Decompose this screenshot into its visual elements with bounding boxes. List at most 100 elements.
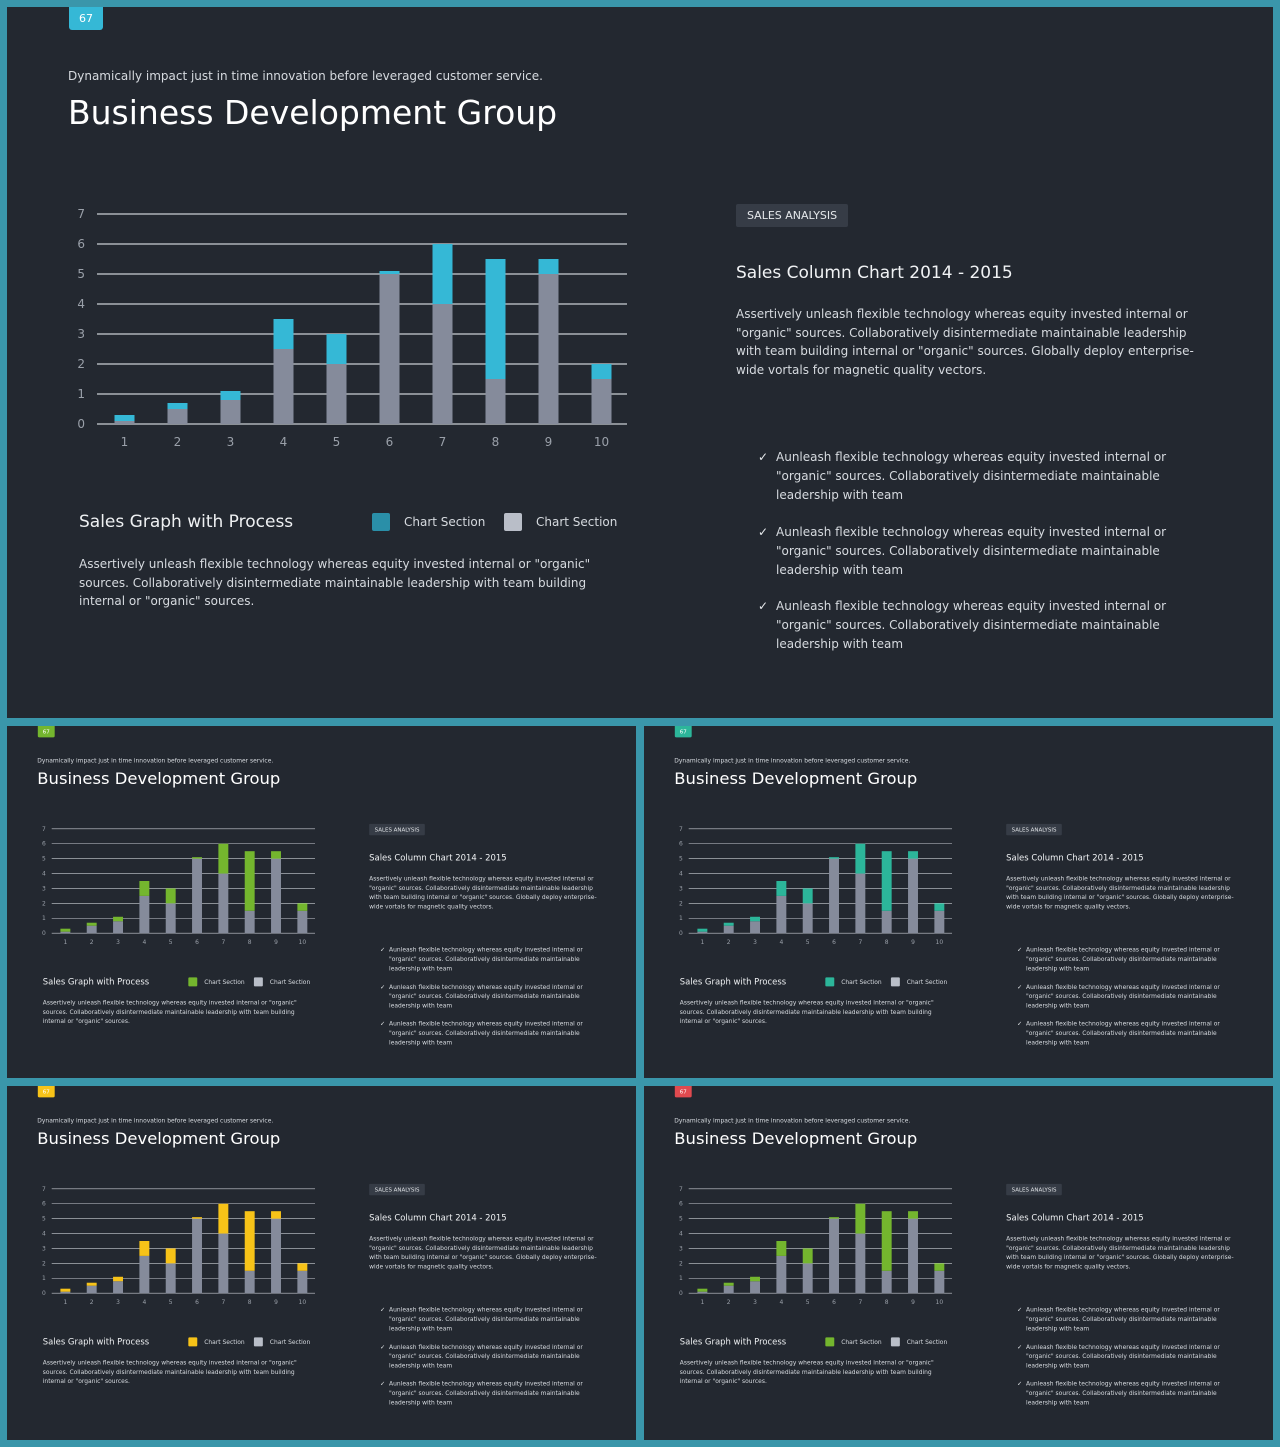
x-tick-label: 4 bbox=[779, 939, 783, 946]
bar-base-segment bbox=[86, 1285, 97, 1294]
sales-column-chart: 0 1 2 3 4 5 6 7 1 2 3 4 5 6 7 8 9 10 bbox=[679, 826, 953, 946]
bar-accent-segment bbox=[271, 851, 281, 859]
slide-red-variant: 67 Dynamically impact just in time innov… bbox=[644, 1086, 1273, 1440]
bar-accent-segment bbox=[60, 1288, 71, 1292]
slide-subtitle: Dynamically impact just in time innovati… bbox=[68, 69, 543, 83]
x-tick-label: 6 bbox=[386, 435, 394, 449]
graph-title: Sales Graph with Process bbox=[79, 512, 294, 532]
bar-base-segment bbox=[908, 858, 918, 934]
graph-title: Sales Graph with Process bbox=[679, 1336, 787, 1347]
y-tick-label: 0 bbox=[77, 417, 85, 431]
slide-subtitle: Dynamically impact just in time innovati… bbox=[37, 1116, 274, 1124]
bar-accent-segment bbox=[881, 851, 892, 911]
bar-accent-segment bbox=[139, 881, 150, 896]
bar-base-segment bbox=[220, 400, 241, 424]
bullet-item: ✓ Aunleash flexible technology whereas e… bbox=[1017, 1342, 1241, 1370]
slide-title: Business Development Group bbox=[68, 93, 558, 132]
x-tick-label: 5 bbox=[169, 939, 173, 946]
bar-base-segment bbox=[750, 1281, 761, 1294]
legend-swatch-accent bbox=[825, 977, 835, 987]
x-tick-label: 7 bbox=[858, 939, 862, 946]
check-icon: ✓ bbox=[1017, 1343, 1023, 1351]
bar-base-segment bbox=[192, 858, 202, 934]
chart-heading: Sales Column Chart 2014 - 2015 bbox=[1006, 1213, 1144, 1224]
bar-accent-segment bbox=[485, 259, 506, 379]
bar-accent-segment bbox=[934, 903, 945, 911]
sales-analysis-tag: SALES ANALYSIS bbox=[736, 204, 849, 227]
bar-accent-segment bbox=[218, 843, 229, 874]
slide-subtitle: Dynamically impact just in time innovati… bbox=[674, 756, 911, 764]
bar-accent-segment bbox=[165, 888, 176, 904]
x-tick-label: 3 bbox=[116, 939, 120, 946]
bar-accent-segment bbox=[113, 1276, 124, 1282]
chart-description: Assertively unleash flexible technology … bbox=[369, 875, 597, 910]
bar-accent-segment bbox=[829, 857, 839, 859]
bar-base-segment bbox=[297, 1270, 308, 1294]
bar-accent-segment bbox=[750, 1276, 761, 1282]
bullet-item: ✓ Aunleash flexible technology whereas e… bbox=[1017, 1305, 1241, 1333]
legend-item-gray: Chart Section bbox=[253, 1337, 310, 1347]
x-tick-label: 10 bbox=[299, 1299, 307, 1306]
bar-base-segment bbox=[802, 903, 813, 934]
check-icon: ✓ bbox=[380, 946, 386, 954]
bar-base-segment bbox=[326, 364, 347, 424]
x-tick-label: 4 bbox=[142, 1299, 146, 1306]
legend-swatch-gray bbox=[890, 977, 900, 987]
legend-swatch-gray bbox=[253, 977, 263, 987]
slide-main: 67 Dynamically impact just in time innov… bbox=[7, 7, 1273, 718]
legend-item-accent: Chart Section bbox=[372, 513, 485, 531]
x-tick-label: 4 bbox=[142, 939, 146, 946]
bar-base-segment bbox=[697, 1291, 708, 1294]
x-tick-label: 1 bbox=[63, 939, 67, 946]
x-tick-label: 6 bbox=[195, 939, 199, 946]
bullet-item: ✓ Aunleash flexible technology whereas e… bbox=[1017, 1019, 1241, 1047]
bar-base-segment bbox=[934, 910, 945, 934]
x-tick-label: 5 bbox=[169, 1299, 173, 1306]
bar-base-segment bbox=[139, 1255, 150, 1294]
bar-base-segment bbox=[829, 858, 839, 934]
x-tick-label: 4 bbox=[779, 1299, 783, 1306]
bar-accent-segment bbox=[379, 271, 400, 274]
y-tick-label: 6 bbox=[77, 237, 85, 251]
x-tick-label: 8 bbox=[492, 435, 500, 449]
chart-heading: Sales Column Chart 2014 - 2015 bbox=[369, 853, 507, 864]
y-tick-label: 3 bbox=[679, 885, 683, 892]
bar-base-segment bbox=[113, 1281, 124, 1294]
check-icon: ✓ bbox=[380, 1020, 386, 1028]
bullet-item: ✓ Aunleash flexible technology whereas e… bbox=[758, 597, 1208, 654]
bullet-text: Aunleash flexible technology whereas equ… bbox=[389, 1306, 583, 1332]
legend-label: Chart Section bbox=[536, 515, 618, 529]
x-tick-label: 9 bbox=[911, 939, 915, 946]
y-tick-label: 1 bbox=[42, 915, 46, 922]
bar-base-segment bbox=[379, 274, 400, 424]
sales-column-chart: 0 1 2 3 4 5 6 7 1 2 3 4 5 6 7 8 9 10 bbox=[42, 826, 316, 946]
x-tick-label: 5 bbox=[806, 939, 810, 946]
chart-description: Assertively unleash flexible technology … bbox=[1006, 1235, 1234, 1270]
y-tick-label: 1 bbox=[77, 387, 85, 401]
y-tick-label: 7 bbox=[42, 1186, 46, 1193]
legend-label: Chart Section bbox=[906, 978, 948, 986]
x-tick-label: 10 bbox=[936, 939, 944, 946]
chart-description: Assertively unleash flexible technology … bbox=[369, 1235, 597, 1270]
y-tick-label: 5 bbox=[679, 856, 683, 863]
legend-item-accent: Chart Section bbox=[188, 1337, 245, 1347]
y-tick-label: 4 bbox=[42, 1231, 46, 1238]
x-tick-label: 6 bbox=[832, 939, 836, 946]
y-tick-label: 0 bbox=[679, 930, 683, 937]
y-tick-label: 2 bbox=[42, 900, 46, 907]
graph-description: Assertively unleash flexible technology … bbox=[42, 1359, 297, 1385]
bar-accent-segment bbox=[802, 888, 813, 904]
bullet-text: Aunleash flexible technology whereas equ… bbox=[389, 1343, 583, 1369]
sales-column-chart: 0 1 2 3 4 5 6 7 1 2 3 4 5 6 7 8 9 10 bbox=[42, 1186, 316, 1306]
bar-base-segment bbox=[855, 1233, 866, 1294]
bar-base-segment bbox=[432, 304, 453, 424]
x-tick-label: 3 bbox=[753, 939, 757, 946]
bar-accent-segment bbox=[776, 881, 787, 896]
bullet-text: Aunleash flexible technology whereas equ… bbox=[776, 524, 1167, 577]
bullet-text: Aunleash flexible technology whereas equ… bbox=[389, 1020, 583, 1046]
slide-subtitle: Dynamically impact just in time innovati… bbox=[674, 1116, 911, 1124]
bar-base-segment bbox=[113, 921, 124, 934]
y-tick-label: 6 bbox=[679, 1201, 683, 1208]
bar-base-segment bbox=[723, 1285, 734, 1294]
x-tick-label: 8 bbox=[248, 939, 252, 946]
